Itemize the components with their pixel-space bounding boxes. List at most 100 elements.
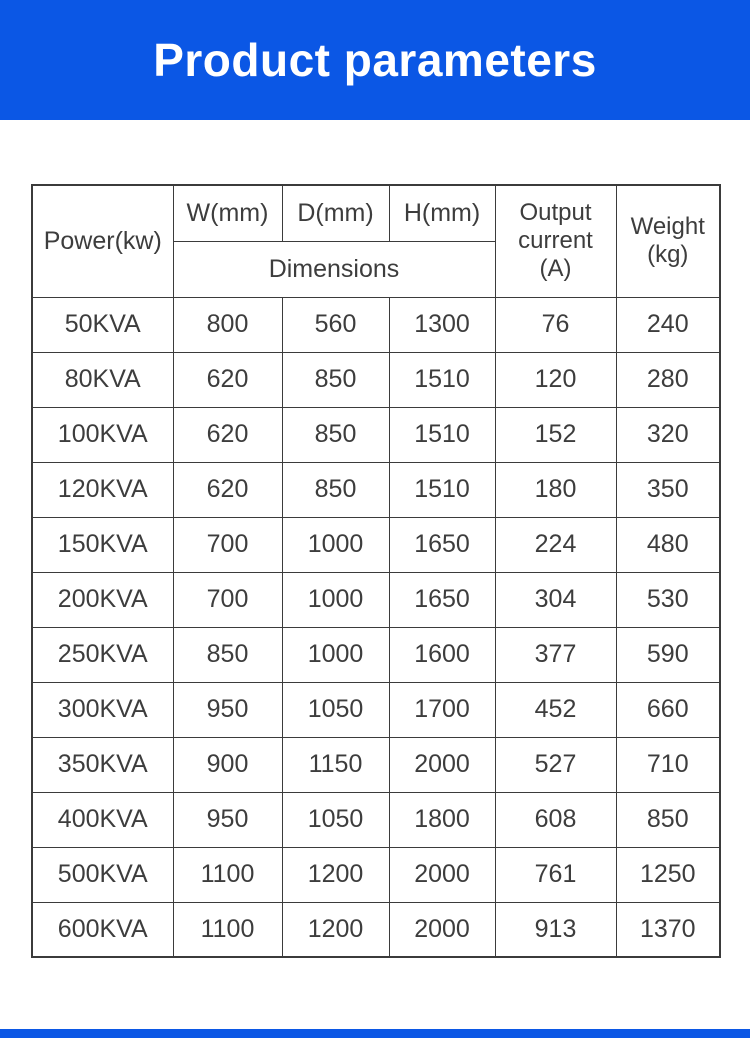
table-row: 300KVA 950 1050 1700 452 660 xyxy=(31,681,721,738)
cell-power: 50KVA xyxy=(31,296,174,353)
col-header-w: W(mm) xyxy=(172,184,283,242)
table-row: 500KVA 1100 1200 2000 761 1250 xyxy=(31,846,721,903)
cell-d: 850 xyxy=(281,461,390,518)
table-row: 600KVA 1100 1200 2000 913 1370 xyxy=(31,901,721,958)
table-header: Power(kw) W(mm) D(mm) H(mm) Output curre… xyxy=(31,184,721,298)
cell-h: 1510 xyxy=(388,351,496,408)
cell-d: 1000 xyxy=(281,626,390,683)
cell-power: 350KVA xyxy=(31,736,174,793)
cell-h: 2000 xyxy=(388,846,496,903)
cell-power: 300KVA xyxy=(31,681,174,738)
col-header-power: Power(kw) xyxy=(31,184,174,298)
cell-h: 1650 xyxy=(388,516,496,573)
cell-w: 800 xyxy=(172,296,283,353)
cell-h: 1650 xyxy=(388,571,496,628)
cell-power: 120KVA xyxy=(31,461,174,518)
cell-current: 224 xyxy=(494,516,617,573)
cell-weight: 1250 xyxy=(615,846,721,903)
table-row: 350KVA 900 1150 2000 527 710 xyxy=(31,736,721,793)
cell-current: 120 xyxy=(494,351,617,408)
cell-d: 1150 xyxy=(281,736,390,793)
cell-current: 452 xyxy=(494,681,617,738)
cell-h: 1510 xyxy=(388,461,496,518)
cell-weight: 1370 xyxy=(615,901,721,958)
cell-w: 1100 xyxy=(172,846,283,903)
cell-d: 1000 xyxy=(281,571,390,628)
table-row: 100KVA 620 850 1510 152 320 xyxy=(31,406,721,463)
cell-d: 850 xyxy=(281,406,390,463)
cell-current: 304 xyxy=(494,571,617,628)
table-body: 50KVA 800 560 1300 76 240 80KVA 620 850 1510 120 28… xyxy=(31,296,721,958)
cell-weight: 530 xyxy=(615,571,721,628)
header-banner: Product parameters xyxy=(0,0,750,120)
cell-d: 1000 xyxy=(281,516,390,573)
cell-power: 200KVA xyxy=(31,571,174,628)
table-row: 400KVA 950 1050 1800 608 850 xyxy=(31,791,721,848)
cell-h: 2000 xyxy=(388,736,496,793)
cell-current: 76 xyxy=(494,296,617,353)
table-row: 80KVA 620 850 1510 120 280 xyxy=(31,351,721,408)
cell-current: 608 xyxy=(494,791,617,848)
cell-power: 400KVA xyxy=(31,791,174,848)
cell-d: 850 xyxy=(281,351,390,408)
cell-h: 2000 xyxy=(388,901,496,958)
cell-power: 150KVA xyxy=(31,516,174,573)
col-header-dimensions-group: Dimensions xyxy=(172,240,496,298)
cell-h: 1800 xyxy=(388,791,496,848)
table-row: 120KVA 620 850 1510 180 350 xyxy=(31,461,721,518)
col-header-weight: Weight (kg) xyxy=(615,184,721,298)
header-row-top: Power(kw) W(mm) D(mm) H(mm) Output curre… xyxy=(31,184,721,298)
cell-w: 700 xyxy=(172,571,283,628)
cell-weight: 320 xyxy=(615,406,721,463)
cell-d: 560 xyxy=(281,296,390,353)
cell-w: 950 xyxy=(172,681,283,738)
cell-h: 1510 xyxy=(388,406,496,463)
cell-weight: 350 xyxy=(615,461,721,518)
cell-weight: 590 xyxy=(615,626,721,683)
cell-w: 620 xyxy=(172,351,283,408)
parameters-table: Power(kw) W(mm) D(mm) H(mm) Output curre… xyxy=(31,184,721,958)
cell-h: 1300 xyxy=(388,296,496,353)
cell-d: 1200 xyxy=(281,846,390,903)
col-header-d: D(mm) xyxy=(281,184,390,242)
cell-weight: 280 xyxy=(615,351,721,408)
cell-power: 600KVA xyxy=(31,901,174,958)
cell-current: 180 xyxy=(494,461,617,518)
cell-w: 950 xyxy=(172,791,283,848)
cell-w: 700 xyxy=(172,516,283,573)
cell-weight: 710 xyxy=(615,736,721,793)
cell-power: 80KVA xyxy=(31,351,174,408)
cell-d: 1200 xyxy=(281,901,390,958)
page-title: Product parameters xyxy=(153,34,597,86)
cell-current: 913 xyxy=(494,901,617,958)
cell-w: 620 xyxy=(172,461,283,518)
cell-power: 100KVA xyxy=(31,406,174,463)
cell-power: 500KVA xyxy=(31,846,174,903)
cell-weight: 480 xyxy=(615,516,721,573)
cell-current: 152 xyxy=(494,406,617,463)
cell-w: 900 xyxy=(172,736,283,793)
col-header-h: H(mm) xyxy=(388,184,496,242)
cell-weight: 660 xyxy=(615,681,721,738)
cell-weight: 850 xyxy=(615,791,721,848)
cell-d: 1050 xyxy=(281,791,390,848)
cell-w: 1100 xyxy=(172,901,283,958)
cell-d: 1050 xyxy=(281,681,390,738)
cell-power: 250KVA xyxy=(31,626,174,683)
cell-h: 1700 xyxy=(388,681,496,738)
cell-w: 850 xyxy=(172,626,283,683)
cell-w: 620 xyxy=(172,406,283,463)
col-header-output-current: Output current (A) xyxy=(494,184,617,298)
cell-current: 761 xyxy=(494,846,617,903)
cell-h: 1600 xyxy=(388,626,496,683)
table-row: 150KVA 700 1000 1650 224 480 xyxy=(31,516,721,573)
footer-accent-strip xyxy=(0,1029,750,1038)
table-row: 250KVA 850 1000 1600 377 590 xyxy=(31,626,721,683)
table-row: 50KVA 800 560 1300 76 240 xyxy=(31,296,721,353)
cell-current: 377 xyxy=(494,626,617,683)
cell-weight: 240 xyxy=(615,296,721,353)
table-row: 200KVA 700 1000 1650 304 530 xyxy=(31,571,721,628)
cell-current: 527 xyxy=(494,736,617,793)
header-row-dimensions: Dimensions xyxy=(32,240,720,298)
